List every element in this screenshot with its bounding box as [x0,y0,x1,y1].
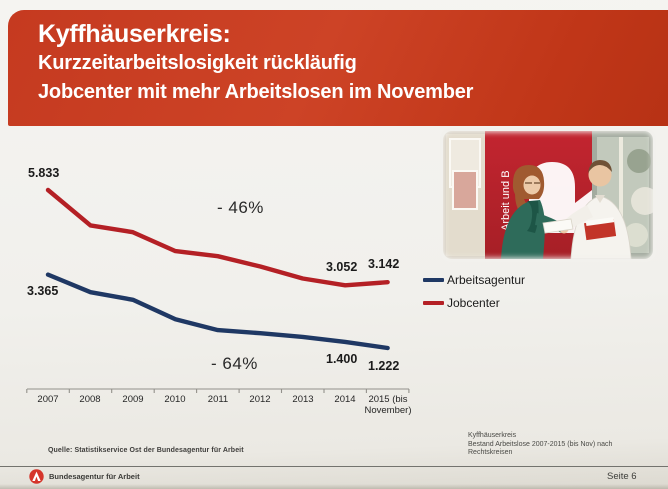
slide-subtitle-2: Jobcenter mit mehr Arbeitslosen im Novem… [38,81,474,103]
label-jobcenter-2014: 3.052 [326,260,358,274]
x-axis [26,388,410,393]
footer-brand: Bundesagentur für Arbeit [49,472,140,481]
caption-line-3: Rechtskreisen [468,449,513,457]
legend-label-jobcenter: Jobcenter [447,295,500,310]
x-tick-2008: 2008 [79,394,101,405]
label-arbeitsagentur-2007: 3.365 [27,284,59,298]
footer-page-number: Seite 6 [607,471,637,482]
footer-divider [0,466,668,467]
header-banner: Kyffhäuserkreis: Kurzzeitarbeitslosigkei… [8,10,668,126]
x-tick-2011: 2011 [207,394,229,405]
chart-caption: Kyffhäuserkreis Bestand Arbeitslose 2007… [468,432,612,458]
slide-title: Kyffhäuserkreis: [38,20,231,48]
x-tick-2015: 2015 (bis November) [364,394,412,416]
label-jobcenter-2007: 5.833 [28,166,60,180]
caption-line-2: Bestand Arbeitslose 2007-2015 (bis Nov) … [468,440,613,448]
caption-line-1: Kyffhäuserkreis [468,432,517,439]
legend-item-arbeitsagentur: Arbeitsagentur [423,268,525,291]
label-jobcenter-2015: 3.142 [368,257,400,271]
arbeitsagentur-line-swatch [423,277,444,282]
label-arbeitsagentur-2015: 1.222 [368,359,400,373]
legend-label-arbeitsagentur: Arbeitsagentur [447,272,526,287]
chart-legend: Arbeitsagentur Jobcenter [423,268,525,314]
photo-banner-text: Arbeit und B [500,170,512,231]
jobcenter-photo: Arbeit und B [443,131,653,259]
legend-item-jobcenter: Jobcenter [423,291,525,314]
arbeitsagentur-line [45,272,390,351]
ba-logo-icon [29,469,44,484]
x-tick-2013: 2013 [292,394,314,405]
jobcenter-photo-art: Arbeit und B [443,131,653,259]
label-arbeitsagentur-2014: 1.400 [326,352,358,366]
jobcenter-line-swatch [423,300,444,305]
annotation-jobcenter-decline: - 46% [217,198,264,217]
source-note: Quelle: Statistikservice Ost der Bundesa… [48,447,244,454]
photo-papers [542,218,574,234]
x-tick-2010: 2010 [164,394,186,405]
annotation-arbeitsagentur-decline: - 64% [211,354,258,373]
slide-subtitle-1: Kurzzeitarbeitslosigkeit rückläufig [38,52,357,74]
x-tick-2014: 2014 [334,394,356,405]
x-tick-2012: 2012 [249,394,271,405]
x-tick-2009: 2009 [122,394,144,405]
x-tick-2007: 2007 [37,394,59,405]
